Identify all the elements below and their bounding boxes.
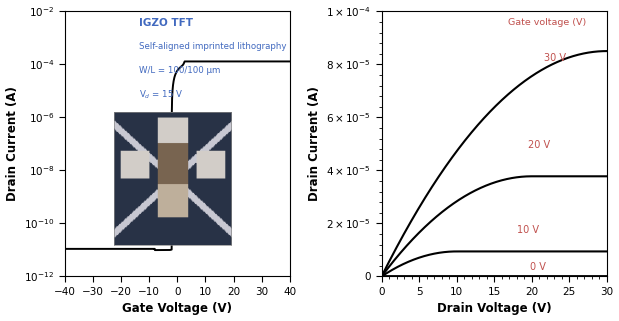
X-axis label: Drain Voltage (V): Drain Voltage (V) (437, 302, 552, 316)
Text: W/L = 100/100 μm: W/L = 100/100 μm (139, 66, 220, 75)
Text: Self-aligned imprinted lithography: Self-aligned imprinted lithography (139, 42, 287, 51)
Text: IGZO TFT: IGZO TFT (139, 18, 193, 28)
Text: 0 V: 0 V (530, 262, 546, 272)
Text: Gate voltage (V): Gate voltage (V) (508, 18, 586, 27)
Text: 10 V: 10 V (517, 225, 539, 235)
Y-axis label: Drain Current (A): Drain Current (A) (6, 87, 19, 201)
Text: V$_d$ = 15 V: V$_d$ = 15 V (139, 88, 183, 101)
Text: 20 V: 20 V (528, 140, 550, 150)
Y-axis label: Drain Current (A): Drain Current (A) (308, 87, 321, 201)
X-axis label: Gate Voltage (V): Gate Voltage (V) (123, 302, 232, 316)
Text: 30 V: 30 V (543, 53, 566, 63)
